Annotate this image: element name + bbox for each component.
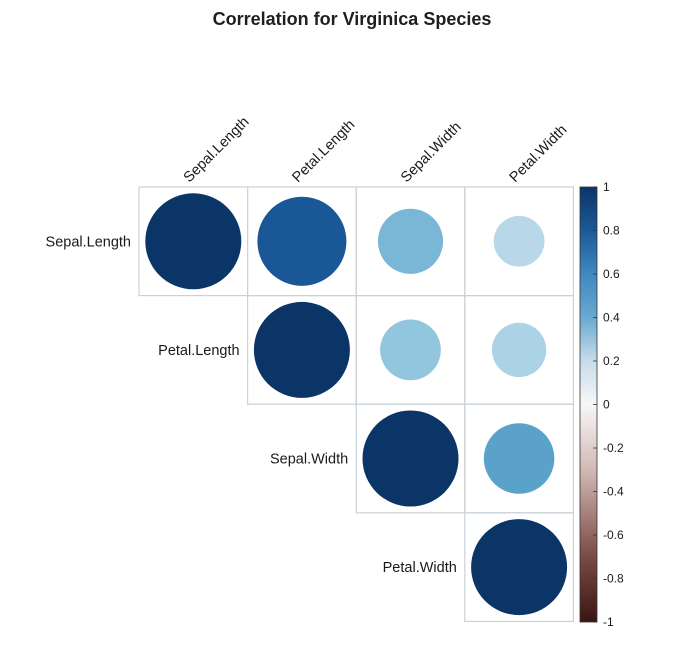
chart-title: Correlation for Virginica Species	[213, 9, 492, 29]
correlation-circle-sepal-length-sepal-width	[377, 208, 444, 274]
circle-layer	[145, 193, 568, 616]
row-label: Petal.Length	[158, 343, 239, 359]
colorbar-tick-label: 0.6	[603, 267, 620, 281]
colorbar-tick-label: -0.4	[603, 485, 624, 499]
column-label: Petal.Width	[507, 122, 571, 186]
row-label: Sepal.Width	[270, 452, 348, 468]
column-label: Petal.Length	[289, 117, 358, 186]
colorbar-ticks: 1 0.8 0.6 0.4 0.2 0 -0.2 -0.4 -0.6 -0.8 -1	[593, 180, 624, 629]
correlation-circle-petal-length-sepal-width	[380, 319, 441, 381]
row-label: Petal.Width	[383, 560, 457, 576]
column-label: Sepal.Length	[181, 114, 253, 186]
colorbar: 1 0.8 0.6 0.4 0.2 0 -0.2 -0.4 -0.6 -0.8 -1	[579, 180, 624, 629]
colorbar-tick-label: 1	[603, 180, 610, 194]
grid-cell	[464, 512, 574, 622]
correlation-circle-sepal-length-sepal-length	[145, 193, 242, 290]
correlation-circle-sepal-width-sepal-width	[362, 410, 459, 507]
grid-layer	[138, 186, 574, 622]
colorbar-tick-label: -0.2	[603, 441, 624, 455]
correlation-circle-sepal-length-petal-width	[493, 215, 545, 267]
correlation-circle-sepal-length-petal-length	[257, 196, 347, 286]
column-label: Sepal.Width	[398, 119, 465, 186]
colorbar-tick-label: 0.4	[603, 311, 620, 325]
row-label: Sepal.Length	[46, 234, 131, 250]
colorbar-tick-label: -0.6	[603, 528, 624, 542]
correlation-circle-sepal-width-petal-width	[483, 423, 555, 494]
colorbar-tick-label: 0	[603, 398, 610, 412]
correlation-circle-petal-length-petal-width	[491, 322, 547, 378]
colorbar-tick-label: 0.8	[603, 224, 620, 238]
correlation-circle-petal-length-petal-length	[253, 301, 350, 398]
correlation-circle-petal-width-petal-width	[471, 519, 568, 616]
colorbar-tick-label: -1	[603, 615, 614, 629]
colorbar-tick-label: -0.8	[603, 572, 624, 586]
colorbar-tick-label: 0.2	[603, 354, 620, 368]
